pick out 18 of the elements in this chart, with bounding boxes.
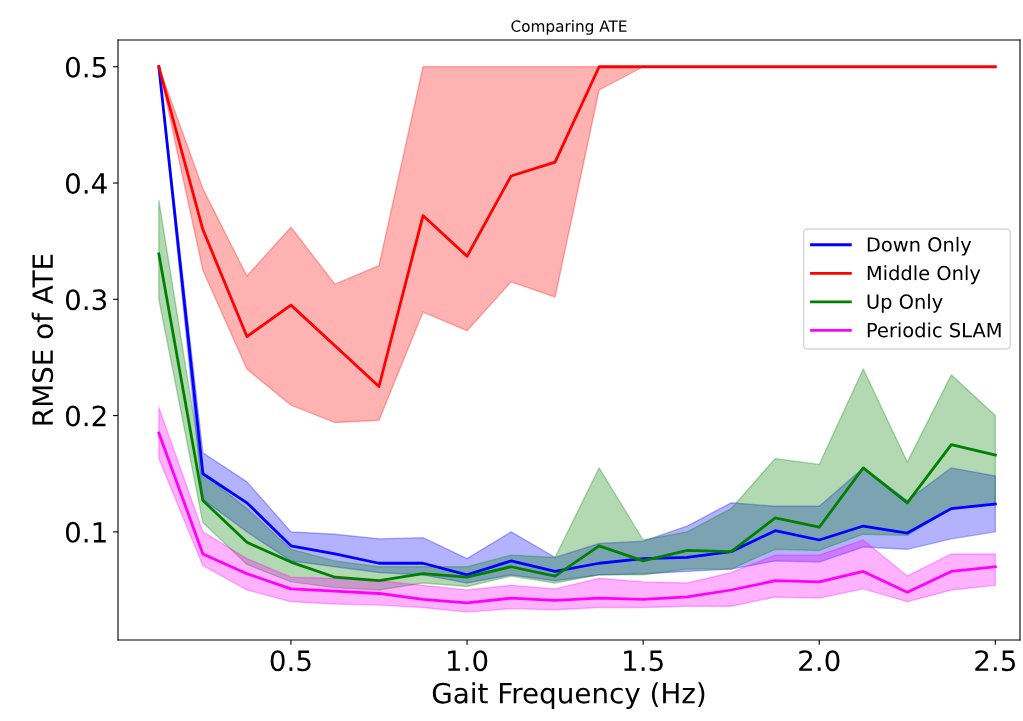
x-axis-title: Gait Frequency (Hz)	[432, 682, 705, 710]
legend-label: Periodic SLAM	[867, 322, 1001, 338]
y-tick-label: 0.4	[65, 172, 107, 194]
y-tick-label: 0.2	[65, 405, 106, 427]
legend-label: Up Only	[867, 293, 943, 313]
x-tick-label: 2.0	[799, 650, 840, 672]
y-tick-label: 0.5	[65, 56, 106, 78]
x-tick-label: 1.5	[624, 650, 663, 672]
chart-title: Comparing ATE	[511, 20, 627, 35]
legend-label: Down Only	[867, 236, 972, 256]
x-tick-label: 0.5	[270, 650, 311, 672]
legend-label: Middle Only	[867, 265, 981, 285]
x-tick-label: 2.5	[975, 650, 1016, 672]
y-tick-label: 0.3	[65, 289, 107, 311]
x-tick-label: 1.0	[448, 650, 488, 672]
y-axis-title: RMSE of ATE	[31, 254, 54, 425]
line-series	[157, 431, 997, 605]
y-tick-label: 0.1	[65, 521, 106, 543]
